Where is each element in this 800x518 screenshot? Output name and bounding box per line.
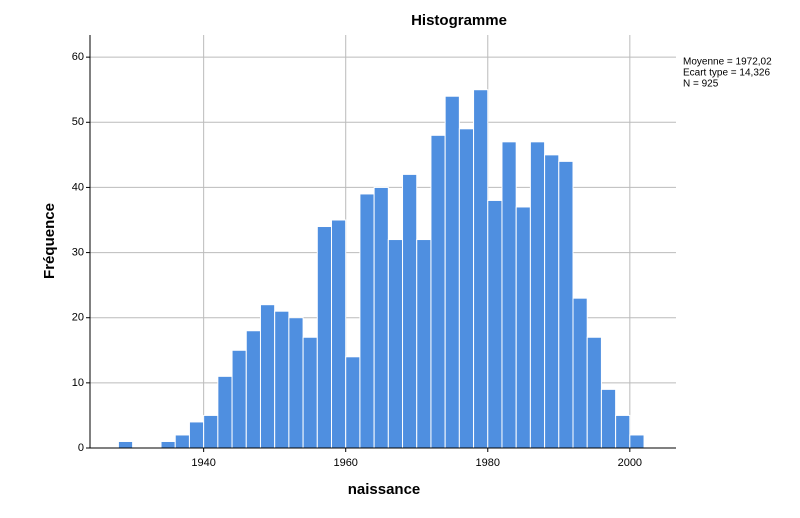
y-tick-label: 50 bbox=[72, 116, 84, 128]
bar bbox=[416, 239, 432, 449]
x-tick-label: 1940 bbox=[191, 457, 215, 469]
y-tick-label: 40 bbox=[72, 181, 84, 193]
bar bbox=[402, 173, 418, 449]
bar bbox=[544, 154, 560, 449]
y-tick-label: 30 bbox=[72, 246, 84, 258]
bar bbox=[529, 141, 546, 449]
bar bbox=[387, 239, 404, 449]
bar bbox=[302, 336, 318, 449]
y-tick-label: 10 bbox=[72, 377, 84, 389]
bar bbox=[217, 375, 233, 449]
x-axis-label: naissance bbox=[348, 481, 421, 498]
bar bbox=[430, 134, 446, 449]
bar bbox=[444, 95, 460, 449]
bar bbox=[473, 89, 489, 449]
bar bbox=[487, 199, 503, 449]
bar bbox=[174, 434, 190, 449]
chart-title: Histogramme bbox=[411, 12, 507, 29]
bar bbox=[600, 388, 617, 449]
y-axis-label: Fréquence bbox=[41, 203, 58, 279]
bar bbox=[586, 336, 602, 449]
bar bbox=[245, 330, 261, 449]
x-tick-label: 2000 bbox=[618, 457, 642, 469]
bar bbox=[288, 317, 304, 449]
bar bbox=[331, 219, 347, 449]
bar bbox=[615, 414, 631, 449]
bar bbox=[188, 421, 205, 449]
stat-label: Moyenne = 1972,02 bbox=[683, 57, 772, 68]
bar bbox=[572, 297, 588, 449]
bar bbox=[203, 414, 219, 449]
bar bbox=[515, 206, 531, 449]
bar bbox=[501, 141, 517, 449]
x-tick-label: 1980 bbox=[476, 457, 500, 469]
bar bbox=[259, 304, 276, 449]
y-tick-label: 0 bbox=[78, 442, 84, 454]
bar bbox=[629, 434, 645, 449]
bar bbox=[160, 440, 176, 449]
bar bbox=[316, 226, 333, 449]
bar bbox=[117, 440, 134, 449]
y-tick-label: 20 bbox=[72, 312, 84, 324]
bar bbox=[458, 128, 475, 449]
bar bbox=[359, 193, 375, 449]
bar bbox=[345, 356, 361, 449]
x-tick-label: 1960 bbox=[333, 457, 357, 469]
stat-label: N = 925 bbox=[683, 79, 719, 90]
y-tick-label: 60 bbox=[72, 51, 84, 63]
bar bbox=[274, 310, 290, 449]
stat-label: Ecart type = 14,326 bbox=[683, 68, 770, 79]
bar bbox=[373, 186, 389, 449]
bar bbox=[231, 349, 247, 449]
bar bbox=[558, 160, 574, 449]
